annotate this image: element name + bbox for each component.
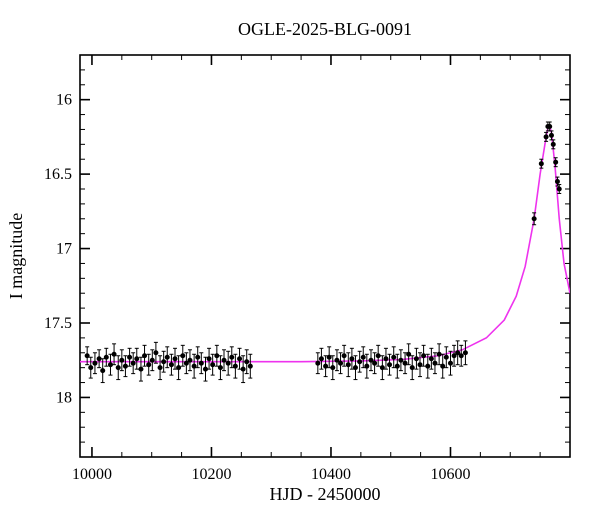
- data-point: [127, 355, 132, 360]
- model-curve: [80, 126, 570, 361]
- data-point: [138, 367, 143, 372]
- data-point: [142, 353, 147, 358]
- data-point: [158, 365, 163, 370]
- data-point: [131, 361, 136, 366]
- data-point: [176, 365, 181, 370]
- data-point: [169, 362, 174, 367]
- y-axis-label: I magnitude: [6, 213, 26, 299]
- data-point: [372, 361, 377, 366]
- data-point: [387, 362, 392, 367]
- data-point: [88, 365, 93, 370]
- data-point: [199, 361, 204, 366]
- data-point: [353, 365, 358, 370]
- lightcurve-chart: OGLE-2025-BLG-0091 HJD - 2450000 I magnitu…: [0, 0, 600, 512]
- chart-title: OGLE-2025-BLG-0091: [238, 19, 412, 39]
- data-point: [241, 367, 246, 372]
- data-point: [395, 364, 400, 369]
- data-point: [119, 358, 124, 363]
- data-point: [92, 361, 97, 366]
- data-point: [421, 353, 426, 358]
- data-point: [532, 216, 537, 221]
- y-tick-label: 17: [56, 241, 72, 258]
- data-point: [226, 361, 231, 366]
- data-point: [463, 350, 468, 355]
- data-point: [444, 355, 449, 360]
- data-point: [233, 364, 238, 369]
- data-point: [244, 359, 249, 364]
- data-point: [364, 364, 369, 369]
- data-point: [549, 133, 554, 138]
- data-point: [555, 179, 560, 184]
- data-point: [319, 356, 324, 361]
- data-point: [432, 361, 437, 366]
- data-point: [187, 358, 192, 363]
- data-point: [315, 361, 320, 366]
- data-point: [459, 353, 464, 358]
- y-tick-label: 16: [56, 92, 72, 109]
- data-point: [116, 365, 121, 370]
- data-point: [414, 356, 419, 361]
- data-point: [248, 364, 253, 369]
- data-point: [161, 359, 166, 364]
- x-tick-label: 10400: [311, 466, 351, 483]
- data-point: [123, 364, 128, 369]
- data-point: [195, 355, 200, 360]
- data-point: [342, 353, 347, 358]
- data-point: [544, 134, 549, 139]
- data-point: [229, 355, 234, 360]
- data-point: [349, 356, 354, 361]
- data-point: [551, 142, 556, 147]
- data-point: [357, 359, 362, 364]
- data-point: [165, 355, 170, 360]
- data-point: [100, 368, 105, 373]
- data-point: [330, 365, 335, 370]
- data-point: [237, 356, 242, 361]
- x-axis-label: HJD - 2450000: [270, 484, 381, 504]
- data-point: [425, 364, 430, 369]
- y-tick-label: 18: [56, 389, 72, 406]
- data-point: [104, 355, 109, 360]
- data-point: [448, 361, 453, 366]
- axis-box: [80, 55, 570, 457]
- data-point: [391, 355, 396, 360]
- data-point: [346, 362, 351, 367]
- data-point: [210, 362, 215, 367]
- y-tick-label: 16.5: [44, 166, 72, 183]
- data-point: [398, 358, 403, 363]
- x-tick-label: 10200: [191, 466, 231, 483]
- y-tick-label: 17.5: [44, 315, 72, 332]
- data-point: [207, 356, 212, 361]
- data-point: [539, 161, 544, 166]
- data-point: [410, 365, 415, 370]
- data-point: [146, 362, 151, 367]
- data-point: [153, 350, 158, 355]
- data-point: [222, 358, 227, 363]
- data-point: [218, 365, 223, 370]
- data-point: [361, 355, 366, 360]
- data-point: [150, 358, 155, 363]
- x-tick-label: 10000: [72, 466, 112, 483]
- plot-area: [80, 122, 570, 383]
- data-point: [547, 124, 552, 129]
- data-point: [376, 353, 381, 358]
- data-point: [134, 356, 139, 361]
- data-point: [557, 187, 562, 192]
- data-point: [553, 160, 558, 165]
- x-tick-label: 10600: [430, 466, 470, 483]
- data-point: [173, 356, 178, 361]
- data-point: [383, 356, 388, 361]
- data-point: [112, 352, 117, 357]
- data-point: [180, 353, 185, 358]
- data-point: [338, 361, 343, 366]
- data-point: [429, 356, 434, 361]
